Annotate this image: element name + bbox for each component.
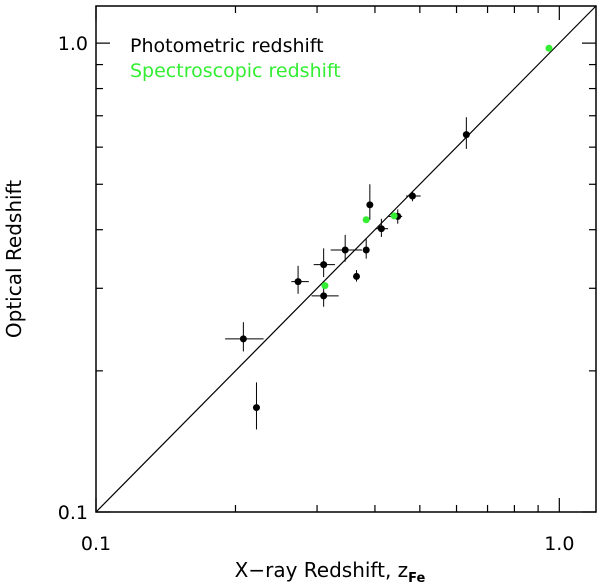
legend-entry: Photometric redshift (130, 35, 324, 57)
photometric-point (239, 335, 247, 343)
photometric-point (462, 131, 470, 139)
photometric-point (320, 261, 328, 269)
photometric-point (366, 201, 374, 209)
photometric-point (362, 246, 370, 254)
x-tick-label: 0.1 (81, 533, 111, 555)
photometric-point (408, 192, 416, 200)
spectroscopic-point (545, 44, 553, 52)
data-points-layer (239, 44, 553, 412)
plot-frame (95, 5, 597, 513)
photometric-point (341, 246, 349, 254)
x-tick-label: 1.0 (544, 533, 574, 555)
y-axis-label: Optical Redshift (2, 180, 26, 338)
one-to-one-line (95, 5, 597, 513)
photometric-point (320, 292, 328, 300)
x-axis-label-subscript: Fe (408, 571, 425, 585)
photometric-point (294, 278, 302, 286)
x-axis-label: X−ray Redshift, zFe (235, 558, 426, 585)
legend-entry: Spectroscopic redshift (130, 60, 341, 82)
spectroscopic-point (390, 212, 398, 220)
y-tick-label: 0.1 (58, 502, 88, 524)
plot-lines-layer (95, 5, 597, 513)
photometric-point (377, 225, 385, 233)
photometric-point (353, 272, 361, 280)
spectroscopic-point (321, 282, 329, 290)
spectroscopic-point (362, 216, 370, 224)
ticks-layer: 0.1 1.0 0.1 1.0 (58, 6, 596, 555)
y-tick-label: 1.0 (58, 33, 88, 55)
error-bars-layer (225, 117, 469, 430)
legend: Photometric redshift Spectroscopic redshi… (130, 35, 341, 82)
photometric-point (252, 404, 260, 412)
x-axis-label-main: X−ray Redshift, z (235, 558, 409, 582)
